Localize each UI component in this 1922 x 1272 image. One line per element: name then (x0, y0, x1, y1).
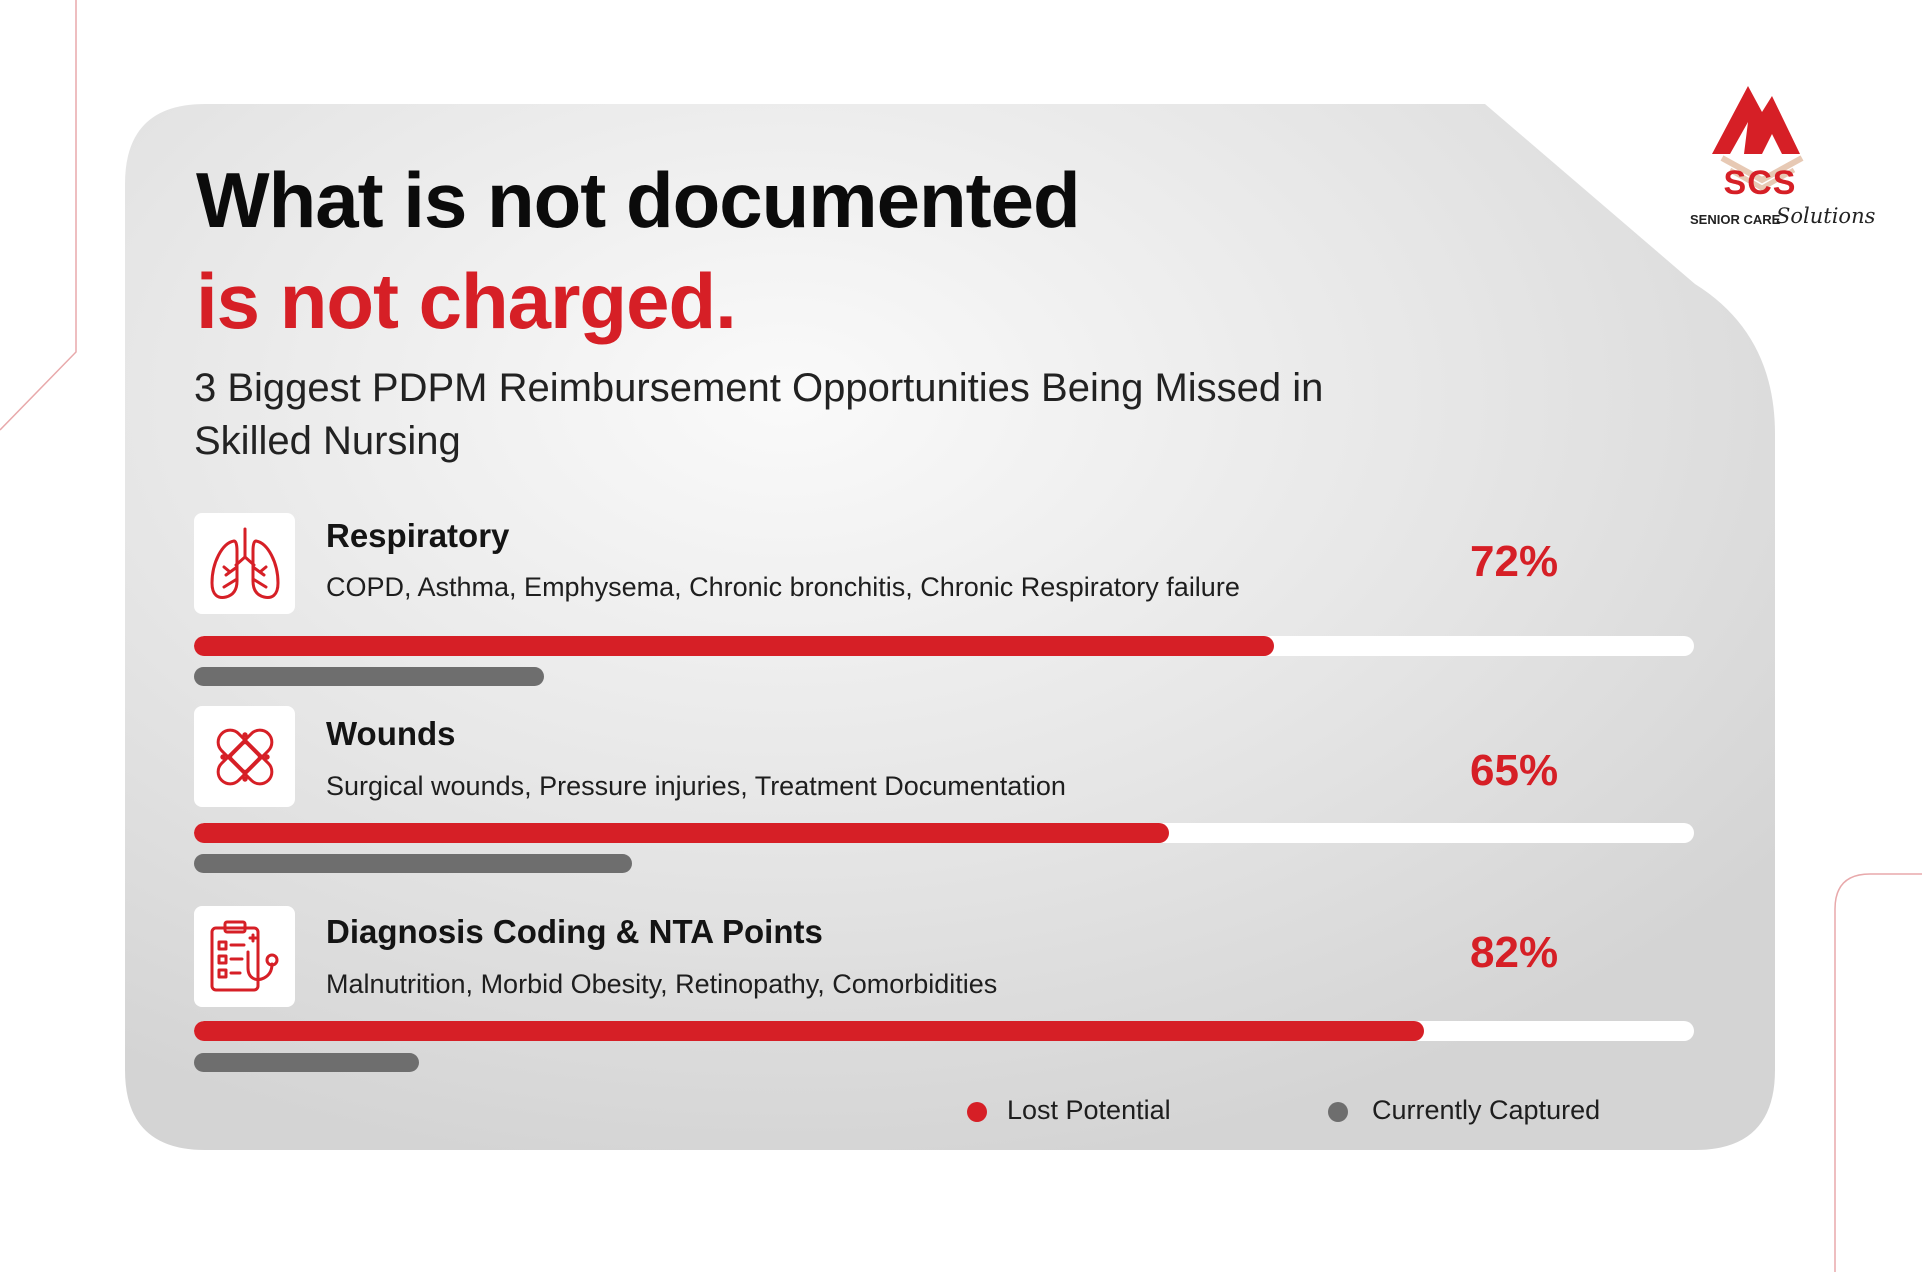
bar-track-respiratory (194, 636, 1694, 656)
bandage-icon (194, 706, 295, 807)
infographic-card (125, 104, 1775, 1150)
scs-logo (1712, 86, 1804, 191)
category-name-diagnosis-coding: Diagnosis Coding & NTA Points (326, 913, 823, 950)
bar-currently-captured-diagnosis-coding (194, 1053, 419, 1072)
category-description-respiratory: COPD, Asthma, Emphysema, Chronic bronchi… (326, 572, 1240, 602)
category-description-wounds: Surgical wounds, Pressure injuries, Trea… (326, 771, 1066, 801)
legend-swatch-currently-captured (1328, 1102, 1348, 1122)
category-name-respiratory: Respiratory (326, 517, 510, 554)
bar-lost-potential-wounds (194, 823, 1169, 843)
bar-track-diagnosis-coding (194, 1021, 1694, 1041)
legend-label-lost-potential: Lost Potential (1007, 1095, 1171, 1125)
logo-script: Solutions (1776, 204, 1876, 228)
logo-subtitle: SENIOR CARE (1690, 212, 1781, 227)
data-label-wounds: 65% (1470, 746, 1559, 795)
data-label-diagnosis-coding: 82% (1470, 928, 1559, 977)
category-description-diagnosis-coding: Malnutrition, Morbid Obesity, Retinopath… (326, 969, 998, 999)
legend-label-currently-captured: Currently Captured (1372, 1095, 1601, 1125)
legend-swatch-lost-potential (967, 1102, 987, 1122)
bar-currently-captured-respiratory (194, 667, 544, 686)
page-subtitle: 3 Biggest PDPM Reimbursement Opportuniti… (194, 366, 1324, 463)
clipboard-stethoscope-icon (194, 906, 295, 1007)
bar-currently-captured-wounds (194, 854, 632, 873)
page-title-line-1: What is not documented (196, 156, 1081, 244)
logo-text: SCS (1723, 164, 1797, 202)
lungs-icon (194, 513, 295, 614)
bar-track-wounds (194, 823, 1694, 843)
category-name-wounds: Wounds (326, 715, 456, 752)
data-label-respiratory: 72% (1470, 537, 1559, 586)
bar-lost-potential-diagnosis-coding (194, 1021, 1424, 1041)
bar-lost-potential-respiratory (194, 636, 1274, 656)
page-title-line-2: is not charged. (196, 257, 737, 345)
